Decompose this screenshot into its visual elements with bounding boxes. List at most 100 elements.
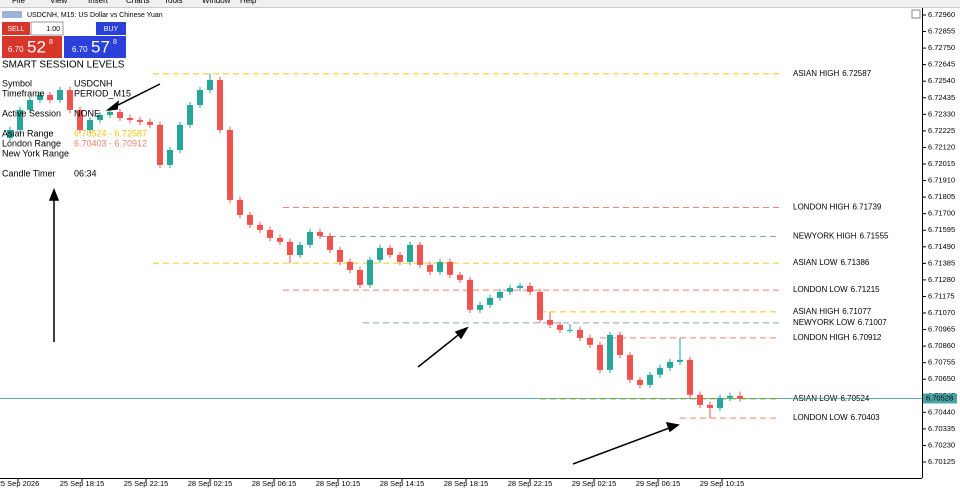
level-name: LONDON LOW (793, 285, 848, 294)
y-tick-label: 6.70965 (928, 325, 955, 334)
candle-body (437, 261, 443, 272)
price-axis-border (922, 8, 923, 478)
info-value: 6.70524 - 6.72587 (74, 128, 147, 138)
level-price: 6.71739 (852, 203, 881, 212)
info-label: Candle Timer (2, 168, 56, 178)
info-label: Symbol (2, 78, 32, 88)
level-name: ASIAN HIGH (793, 307, 839, 316)
candle-body (647, 374, 653, 385)
ask-small: 8 (113, 39, 117, 46)
candle-body (407, 244, 413, 262)
x-tick-label: 28 Sep 22:15 (508, 479, 553, 488)
time-axis-border (0, 478, 922, 479)
level-label: ASIAN HIGH 6.71077 (793, 307, 872, 316)
menu-item[interactable]: Tools (164, 0, 183, 5)
y-tick-label: 6.72330 (928, 109, 955, 118)
level-label: NEWYORK LOW 6.71007 (793, 318, 887, 327)
candle-body (177, 124, 183, 150)
arrow-head (48, 187, 60, 201)
candle-body (677, 359, 683, 362)
info-label: Timeframe (2, 88, 45, 98)
candle-body (67, 90, 73, 110)
y-tick-label: 6.70335 (928, 424, 955, 433)
x-tick-label: 28 Sep 02:15 (188, 479, 233, 488)
menu-item[interactable]: File (12, 0, 25, 5)
candle-body (287, 241, 293, 255)
candle-body (227, 129, 233, 200)
menu-item[interactable]: View (50, 0, 67, 5)
buy-button[interactable] (96, 22, 126, 35)
menu-item[interactable]: Help (240, 0, 257, 5)
candle-body (17, 109, 23, 130)
candle-body (397, 254, 403, 262)
candle-body (627, 354, 633, 380)
candle-body (667, 361, 673, 368)
candle-body (567, 329, 573, 331)
y-tick-label: 6.71385 (928, 258, 955, 267)
level-price: 6.72587 (842, 69, 871, 78)
menu-item[interactable]: Insert (88, 0, 109, 5)
bid-small: 8 (49, 39, 53, 46)
candle-body (637, 379, 643, 385)
x-tick-label: 28 Sep 10:15 (316, 479, 361, 488)
candle-body (357, 269, 363, 285)
level-name: NEWYORK HIGH (793, 232, 857, 241)
candle-body (377, 247, 383, 260)
level-label: LONDON HIGH 6.71739 (793, 203, 882, 212)
level-label: LONDON HIGH 6.70912 (793, 333, 882, 342)
candle-body (507, 287, 513, 292)
y-tick-label: 6.71175 (928, 291, 955, 300)
indicator-title: SMART SESSION LEVELS (2, 60, 125, 71)
candle-body (157, 124, 163, 165)
candle-body (27, 99, 33, 110)
bid-prefix: 6.70 (8, 45, 24, 54)
candle-body (247, 214, 253, 225)
candle-body (717, 397, 723, 408)
x-tick-label: 29 Sep 02:15 (572, 479, 617, 488)
sell-button[interactable] (2, 22, 30, 35)
level-label: ASIAN HIGH 6.72587 (793, 69, 872, 78)
arrow-head (665, 422, 680, 433)
candle-body (257, 224, 263, 230)
candle-body (607, 334, 613, 370)
candle-body (37, 94, 43, 100)
y-tick-label: 6.72435 (928, 93, 955, 102)
info-value: 06:34 (74, 168, 97, 178)
y-tick-label: 6.71595 (928, 225, 955, 234)
x-tick-label: 28 Sep 06:15 (252, 479, 297, 488)
window-button[interactable] (911, 9, 921, 19)
info-value: PERIOD_M15 (74, 88, 131, 98)
candle-body (457, 274, 463, 280)
level-price: 6.71215 (851, 285, 880, 294)
candle-body (297, 244, 303, 255)
chart-area: 6.72960 6.72855 6.72750 6.72645 6.72540 6.724… (0, 10, 957, 488)
candle-body (617, 334, 623, 355)
y-tick-label: 6.72960 (928, 10, 955, 19)
volume-box[interactable] (30, 21, 64, 36)
buy-label: BUY (104, 26, 119, 33)
candle-body (517, 285, 523, 288)
candle-body (487, 297, 493, 305)
candle-body (367, 259, 373, 285)
candle-body (697, 394, 703, 405)
candle-body (197, 90, 203, 106)
candle-body (447, 261, 453, 275)
bid-box[interactable] (2, 36, 62, 58)
y-tick-label: 6.72225 (928, 126, 955, 135)
candle-body (527, 285, 533, 292)
candle-body (387, 247, 393, 255)
candle-body (117, 111, 123, 118)
candle-body (207, 79, 213, 91)
ask-box[interactable] (64, 36, 126, 58)
candle-body (137, 120, 143, 122)
candle-body (267, 229, 273, 238)
candle-body (217, 79, 223, 130)
chart-icon (2, 11, 22, 18)
y-tick-label: 6.71490 (928, 242, 955, 251)
candle-body (577, 329, 583, 338)
y-tick-label: 6.71700 (928, 209, 955, 218)
menu-item[interactable]: Charts (126, 0, 150, 5)
candle-body (347, 261, 353, 270)
menu-item[interactable]: Window (202, 0, 231, 5)
